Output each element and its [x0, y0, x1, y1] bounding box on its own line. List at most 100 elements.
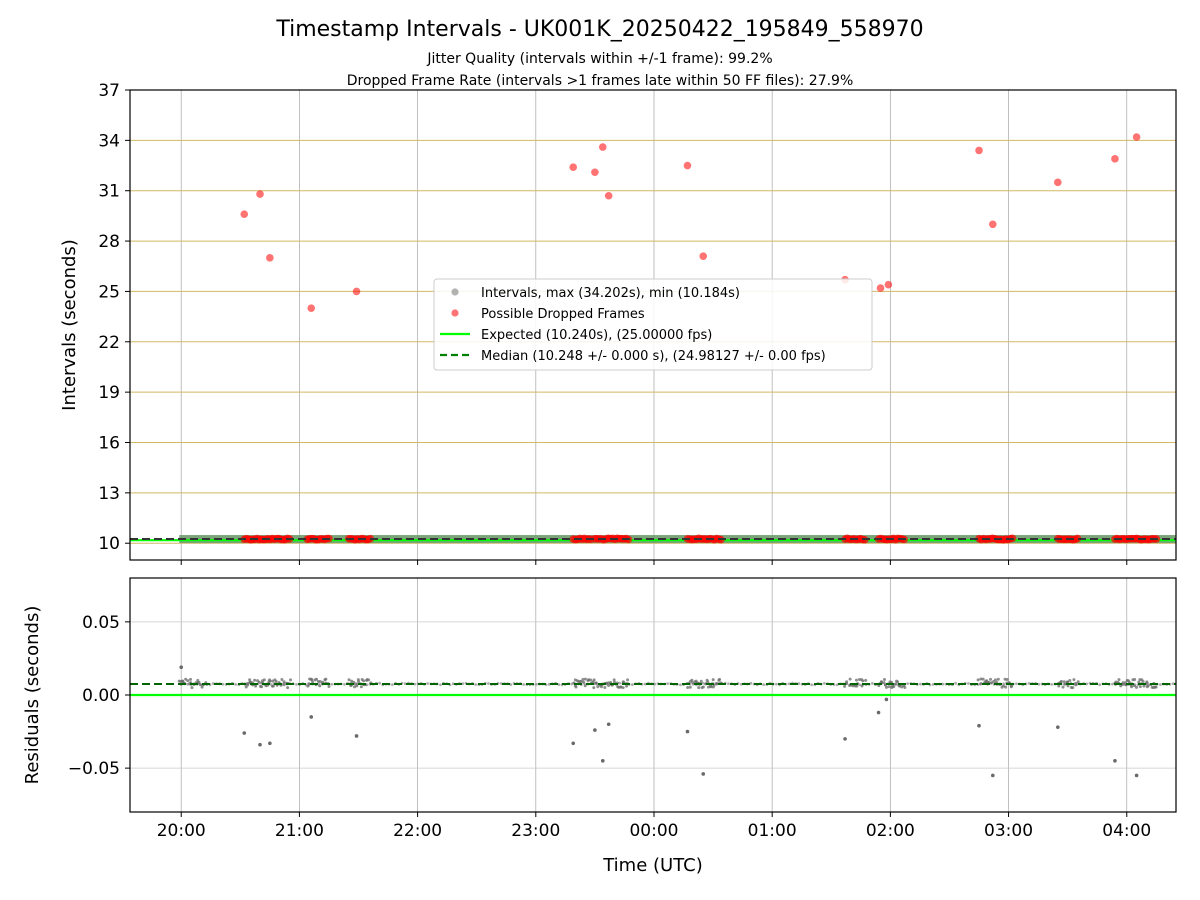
residual-outlier-point [571, 741, 576, 746]
intervals-plot: 10 13 16 19 22 25 28 31 34 37 Intervals (seconds)… [59, 81, 1177, 565]
residual-cluster-point [309, 677, 313, 681]
x-tick-label: 04:00 [1102, 821, 1151, 841]
dropped-frame-point [1111, 155, 1119, 163]
residuals-y-tick-label: 0.00 [82, 686, 120, 706]
residual-cluster-point [855, 684, 859, 688]
legend-label-expected: Expected (10.240s), (25.00000 fps) [481, 328, 712, 343]
residual-baseline-point [403, 682, 407, 686]
residual-cluster-point [324, 677, 328, 681]
residual-baseline-point [739, 682, 743, 686]
residual-cluster-point [981, 677, 985, 681]
residual-cluster-point [289, 678, 293, 682]
residual-cluster-point [268, 678, 272, 682]
residual-cluster-point [315, 677, 319, 681]
residual-outlier-point [843, 737, 847, 741]
residual-cluster-point [189, 677, 193, 681]
residual-cluster-point [709, 685, 713, 689]
residual-cluster-point [257, 680, 261, 684]
residual-outlier-point [1056, 725, 1060, 729]
residual-baseline-point [509, 683, 513, 686]
dropped-frame-point [1132, 133, 1141, 141]
residual-baseline-point [557, 683, 561, 686]
residual-baseline-point [535, 682, 538, 686]
residual-outlier-point [977, 723, 981, 728]
residual-cluster-point [1130, 685, 1134, 689]
residual-cluster-point [625, 684, 629, 688]
dropped-frame-baseline-point [1073, 534, 1082, 543]
residual-cluster-point [1142, 684, 1146, 688]
residual-cluster-point [989, 677, 993, 681]
x-axis-label: Time (UTC) [602, 855, 703, 876]
residual-cluster-point [1059, 679, 1063, 683]
x-tick-label: 22:00 [393, 821, 442, 841]
residual-baseline-point [653, 682, 657, 686]
dropped-frame-point [604, 191, 613, 200]
residual-cluster-point [318, 680, 322, 684]
x-tick-label: 23:00 [511, 821, 560, 841]
residual-outlier-point [354, 734, 359, 738]
residual-baseline-point [906, 682, 910, 686]
residual-cluster-point [864, 678, 868, 682]
residual-cluster-point [607, 683, 611, 687]
residual-cluster-point [619, 685, 623, 689]
dropped-frame-point [1054, 178, 1062, 187]
residual-cluster-point [274, 679, 278, 683]
residual-cluster-point [976, 678, 980, 682]
residual-baseline-point [461, 682, 465, 686]
residual-baseline-point [522, 683, 526, 686]
intervals-y-tick-label: 37 [98, 81, 120, 101]
intervals-y-tick-label: 19 [98, 383, 120, 403]
residual-baseline-point [749, 681, 753, 685]
residual-baseline-point [762, 683, 766, 687]
residual-baseline-point [474, 683, 478, 686]
residual-cluster-point [860, 684, 864, 688]
legend-box [433, 278, 873, 371]
residual-baseline-point [810, 683, 814, 687]
residual-cluster-point [861, 679, 865, 683]
residual-cluster-point [1133, 678, 1137, 682]
residual-cluster-point [688, 685, 692, 689]
residuals-y-tick-label: 0.05 [82, 613, 120, 633]
residual-cluster-point [286, 686, 290, 690]
residual-cluster-point [347, 678, 351, 682]
residual-outlier-point [701, 772, 706, 776]
residual-cluster-point [353, 685, 357, 689]
residual-cluster-point [271, 679, 275, 683]
residual-cluster-point [357, 680, 361, 684]
residual-outlier-point [179, 665, 184, 670]
residual-cluster-point [621, 686, 625, 690]
intervals-y-tick-label: 25 [98, 282, 120, 302]
dropped-frame-point [240, 210, 249, 219]
residual-outlier-point [991, 773, 995, 778]
residual-outlier-point [1134, 773, 1139, 778]
legend-label-dropped-frames: Possible Dropped Frames [481, 307, 645, 322]
residual-cluster-point [190, 686, 194, 690]
residual-cluster-point [1057, 684, 1061, 688]
residual-cluster-point [894, 682, 898, 686]
residual-baseline-point [618, 681, 622, 685]
residual-baseline-point [727, 682, 730, 686]
residual-cluster-point [711, 678, 715, 682]
residual-baseline-point [1171, 682, 1175, 686]
residual-cluster-point [1134, 685, 1138, 689]
residual-cluster-point [581, 680, 585, 684]
intervals-y-tick-label: 13 [98, 484, 120, 504]
residual-cluster-point [318, 684, 322, 688]
residual-cluster-point [996, 677, 1000, 681]
residual-baseline-point [1111, 682, 1114, 686]
residual-baseline-point [871, 682, 874, 685]
residual-cluster-point [979, 682, 983, 686]
residual-cluster-point [690, 678, 694, 682]
residual-baseline-point [679, 683, 682, 687]
residual-cluster-point [282, 683, 286, 687]
residual-baseline-point [1015, 682, 1018, 686]
residual-baseline-point [1098, 683, 1102, 687]
residual-cluster-point [198, 683, 202, 687]
residual-baseline-point [823, 681, 826, 685]
residual-cluster-point [1117, 678, 1121, 682]
residual-baseline-point [547, 682, 551, 686]
intervals-y-ticks: 10 13 16 19 22 25 28 31 34 37 [98, 81, 130, 554]
residual-cluster-point [280, 677, 284, 681]
residual-outlier-point [884, 697, 889, 702]
